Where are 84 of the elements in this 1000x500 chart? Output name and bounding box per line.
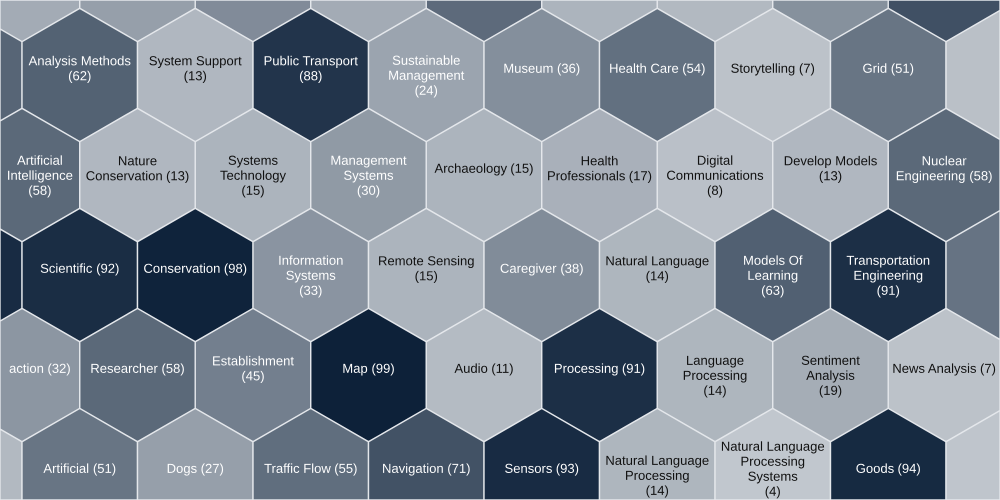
data-label: (92) [96,263,119,276]
data-label: (13) [184,70,206,83]
data-label: (62) [68,70,91,83]
category-label: Scientific [40,263,92,273]
category-label: action [10,363,44,373]
category-label: Nature Conservation [86,156,162,180]
category-label: Traffic Flow [264,463,331,473]
data-label: (91) [877,285,900,298]
data-label: (55) [335,463,357,476]
data-label: (7) [980,363,996,376]
data-label: (98) [224,263,246,276]
category-label: Language Processing [684,356,746,383]
data-label: (30) [358,185,380,198]
category-label: Sustainable Management [389,55,464,82]
category-label: Health Professionals [548,156,625,180]
data-label: (51) [892,63,914,76]
category-label: Natural Language [606,256,709,268]
category-label: Map [343,364,368,376]
data-label: (15) [242,185,264,198]
category-label: Dogs [168,464,197,476]
category-label: Management Systems [331,156,407,182]
category-label: Goods [856,463,894,473]
category-label: Health Care [610,63,678,73]
category-label: Digital Communications [667,155,764,180]
data-label: (13) [166,170,188,183]
category-label: Remote Sensing [379,256,474,268]
data-label: (58) [970,170,992,183]
data-label: (91) [622,363,644,376]
data-label: (14) [646,485,668,498]
data-label: (93) [556,463,578,476]
data-label: (36) [558,63,580,76]
category-label: Caregiver [500,263,556,276]
category-label: Develop Models [784,156,877,168]
category-label: Conservation [144,263,220,273]
data-label: (99) [372,363,394,376]
category-label: Archaeology [434,163,508,176]
category-label: Grid [863,63,886,73]
data-label: (38) [561,263,583,276]
data-label: (17) [630,170,652,183]
category-label: Storytelling [731,63,794,76]
category-label: Processing [554,363,618,376]
data-label: (45) [242,370,264,384]
category-label: Sentiment Analysis [802,355,860,383]
category-label: Artificial [43,463,88,473]
category-label: Natural Language Processing Systems [722,441,824,484]
category-label: Nuclear Engineering [896,156,966,183]
data-label: (15) [415,270,438,284]
category-label: Information Systems [279,255,343,283]
data-label: (24) [415,85,438,98]
data-label: (19) [820,385,842,398]
data-label: (71) [448,463,470,476]
category-label: Public Transport [264,56,358,68]
data-label: (51) [94,463,116,476]
data-label: (13) [820,170,842,183]
category-label: Transportation Engineering [846,255,930,283]
data-label: (14) [646,270,668,284]
data-label: (11) [492,363,513,376]
data-label: (4) [766,486,780,498]
data-label: (54) [683,63,705,76]
category-label: Museum [504,64,553,73]
data-label: (58) [162,363,184,376]
data-label: (33) [300,285,322,298]
data-label: (63) [762,285,784,298]
category-label: Audio [454,363,488,373]
data-label: (8) [708,185,722,198]
data-label: (58) [29,185,51,198]
category-label: Analysis Methods [28,56,130,68]
data-label: (32) [48,363,70,376]
data-label: (15) [511,163,533,176]
data-label: (88) [300,70,322,83]
category-label: Artificial Intelligence [8,155,72,182]
category-label: Systems Technology [220,156,286,182]
category-label: Models Of Learning [744,255,803,283]
category-label: Researcher [91,363,158,373]
data-label: (14) [704,385,726,398]
data-label: (94) [898,463,920,476]
category-label: News Analysis [893,363,976,376]
data-label: (27) [201,463,224,476]
data-label: (7) [800,63,814,76]
category-label: Navigation [383,463,443,476]
category-label: Establishment [213,356,294,366]
category-label: System Support [149,56,242,68]
category-label: Natural Language Processing [606,455,709,483]
category-label: Sensors [505,464,552,473]
